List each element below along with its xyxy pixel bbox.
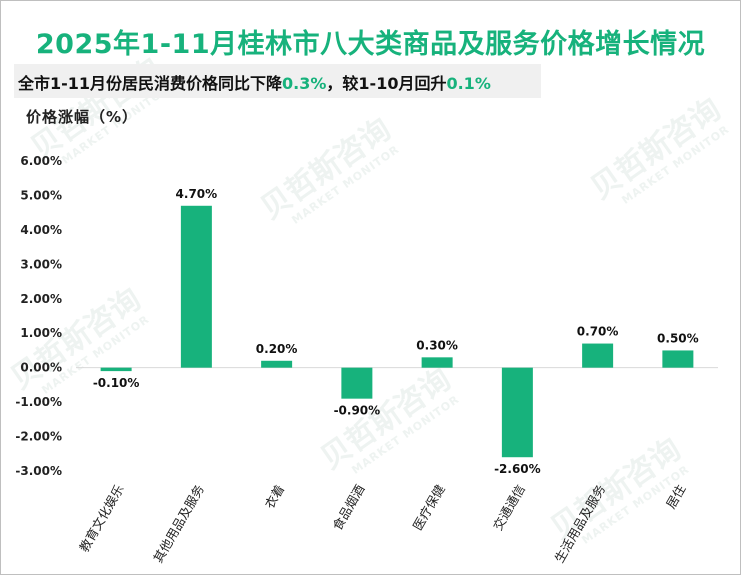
category-label: 食品烟酒 xyxy=(329,482,367,533)
category-label: 教育文化娱乐 xyxy=(76,482,126,554)
y-axis-ticks: 6.00% 5.00% 4.00% 3.00% 2.00% 1.00% 0.00% -1.00… xyxy=(15,154,62,478)
y-tick-label: 2.00% xyxy=(20,292,62,306)
bar xyxy=(582,343,614,368)
category-label: 交通通信 xyxy=(490,482,528,533)
data-label: 0.50% xyxy=(657,331,699,345)
data-label: 4.70% xyxy=(176,187,218,201)
data-label: 0.70% xyxy=(577,325,619,339)
y-tick-label: 5.00% xyxy=(20,188,62,202)
y-tick-label: 1.00% xyxy=(20,326,62,340)
chart-title: 2025年1-11月桂林市八大类商品及服务价格增长情况 xyxy=(35,29,706,60)
y-tick-label: 3.00% xyxy=(20,257,62,271)
subtitle-highlight-2: 0.1% xyxy=(446,74,491,93)
y-tick-label: 4.00% xyxy=(20,223,62,237)
y-tick-label: 0.00% xyxy=(20,361,62,375)
y-tick-label: -1.00% xyxy=(15,395,62,409)
subtitle-highlight-1: 0.3% xyxy=(282,74,327,93)
category-label: 衣着 xyxy=(262,482,287,511)
data-label: 0.30% xyxy=(416,338,458,352)
data-label: -0.10% xyxy=(93,376,140,390)
bar xyxy=(261,360,293,368)
category-label: 医疗保健 xyxy=(410,482,448,533)
data-labels: -0.10% 4.70% 0.20% -0.90% 0.30% -2.60% 0.70% 0.… xyxy=(93,187,699,476)
bar xyxy=(180,205,212,368)
data-label: -0.90% xyxy=(334,404,381,418)
y-axis-label: 价格涨幅（%） xyxy=(26,108,139,126)
y-tick-label: -3.00% xyxy=(15,464,62,478)
bar-series xyxy=(100,205,694,458)
subtitle-mid: ，较1-10月回升 xyxy=(326,74,447,93)
data-label: -2.60% xyxy=(494,462,541,476)
bar xyxy=(421,357,453,368)
category-label: 其他用品及服务 xyxy=(150,482,207,565)
bar xyxy=(341,367,373,399)
subtitle-background xyxy=(14,64,541,98)
chart-subtitle: 全市1-11月份居民消费价格同比下降0.3%，较1-10月回升0.1% xyxy=(18,70,491,94)
subtitle-prefix: 全市1-11月份居民消费价格同比下降 xyxy=(18,74,283,93)
bar xyxy=(100,367,132,372)
data-label: 0.20% xyxy=(256,342,298,356)
y-tick-label: -2.00% xyxy=(15,430,62,444)
bar xyxy=(662,350,694,368)
y-tick-label: 6.00% xyxy=(20,154,62,168)
bar xyxy=(501,367,533,458)
